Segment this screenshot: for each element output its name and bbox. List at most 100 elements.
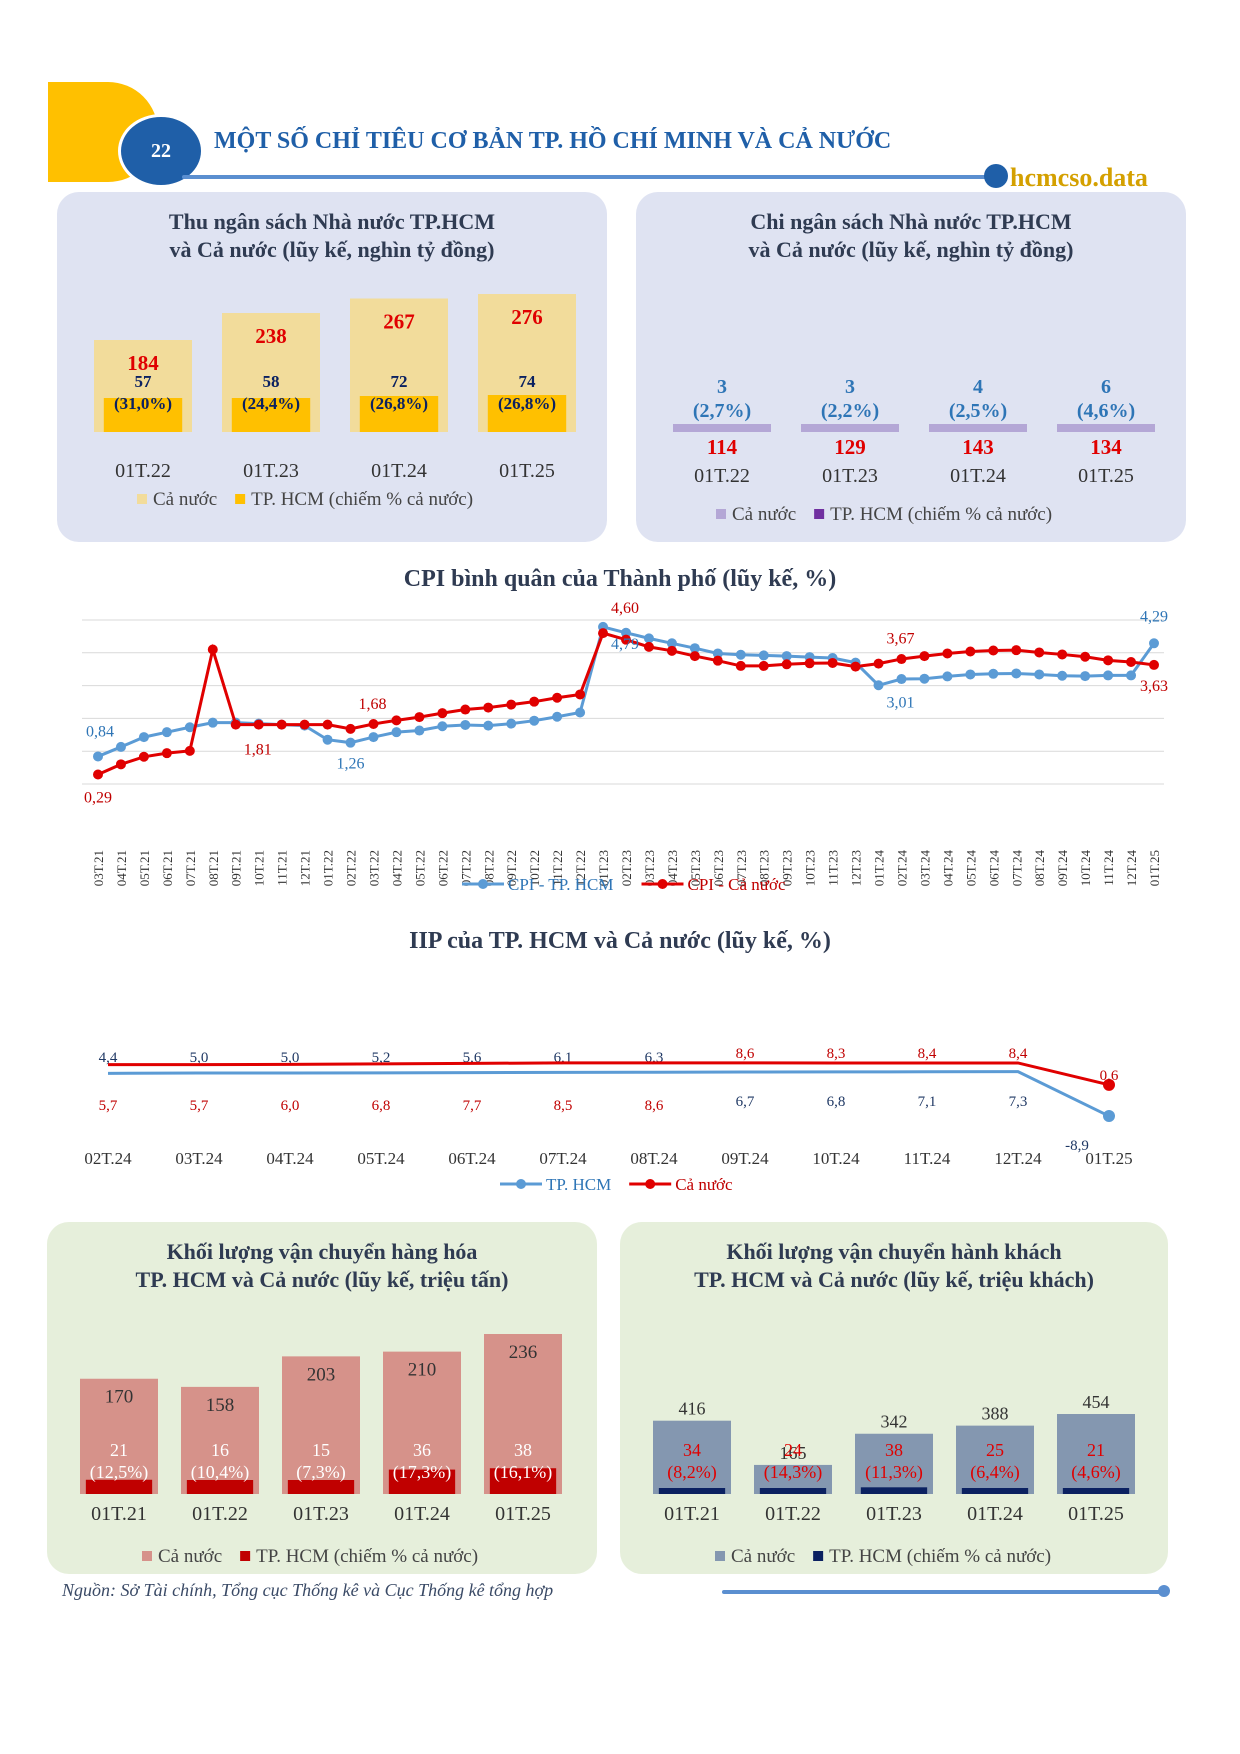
- x-tick-label: 08T.24: [1032, 850, 1047, 887]
- bar-total: [181, 1386, 259, 1494]
- x-tick-label: 10T.21: [252, 850, 267, 886]
- bar-hcm-label: 72: [391, 372, 408, 391]
- bar-hcm-label: 25: [986, 1440, 1004, 1460]
- header-rule-dot: [984, 164, 1008, 188]
- category-label: 01T.24: [950, 465, 1006, 487]
- x-tick-label: 07T.21: [183, 850, 198, 886]
- category-label: 01T.21: [664, 1503, 720, 1525]
- data-label: 1,68: [359, 696, 387, 713]
- bar-share-label: (14,3%): [764, 1462, 822, 1483]
- x-tick-label: 02T.23: [619, 850, 634, 886]
- bar-total-label: 388: [982, 1404, 1009, 1424]
- data-point: [437, 721, 448, 732]
- category-label: 01T.23: [866, 1503, 922, 1525]
- data-point: [184, 745, 195, 756]
- legend-swatch: [716, 509, 726, 519]
- data-point: [804, 658, 815, 669]
- data-point: [758, 650, 769, 661]
- x-tick-label: 05T.22: [412, 850, 427, 886]
- data-point: [712, 655, 723, 666]
- legend-label: CPI - TP. HCM: [508, 875, 614, 894]
- data-label: 1,26: [337, 756, 365, 773]
- bar-total-label: 238: [255, 324, 287, 348]
- bar-hcm: [103, 398, 183, 432]
- data-label: 8,3: [827, 1046, 846, 1062]
- data-point: [621, 627, 631, 638]
- data-point: [483, 720, 494, 731]
- bar-hcm-label: 58: [263, 372, 280, 391]
- bar-hcm-label: 36: [413, 1440, 431, 1460]
- bar-share-label: (12,5%): [90, 1462, 148, 1483]
- bar-hcm-label: 21: [110, 1440, 128, 1460]
- bar-share-label: (26,8%): [498, 394, 556, 413]
- data-point: [919, 651, 930, 662]
- data-point: [575, 707, 586, 718]
- bar-hcm: [673, 424, 771, 432]
- x-tick-label: 10T.24: [812, 1149, 860, 1168]
- data-label: 5,0: [190, 1050, 209, 1066]
- data-label: 3,67: [887, 631, 915, 648]
- legend-marker: [478, 879, 488, 889]
- revenue-panel: Thu ngân sách Nhà nước TP.HCM và Cả nước…: [57, 192, 607, 542]
- data-point: [827, 657, 838, 668]
- x-tick-label: 10T.23: [803, 850, 818, 886]
- data-point: [138, 732, 149, 743]
- data-point: [1057, 649, 1068, 660]
- data-point: [988, 645, 999, 656]
- category-label: 01T.25: [1078, 465, 1134, 487]
- bar-total: [653, 1420, 731, 1494]
- data-label: 6,7: [736, 1094, 755, 1110]
- data-point: [735, 649, 746, 660]
- data-point: [506, 699, 517, 710]
- data-point: [712, 648, 723, 659]
- bar-total-label: 276: [511, 305, 543, 329]
- page-number: 22: [151, 139, 171, 162]
- data-point: [1149, 659, 1159, 670]
- expenditure-chart-title: Chi ngân sách Nhà nước TP.HCM và Cả nước…: [748, 209, 1074, 262]
- data-point: [93, 769, 103, 780]
- x-tick-label: 12T.23: [849, 850, 864, 886]
- category-label: 01T.23: [243, 460, 299, 482]
- bar-hcm: [186, 1480, 254, 1494]
- x-tick-label: 09T.24: [1055, 850, 1070, 887]
- data-point: [1034, 647, 1045, 658]
- bar-hcm: [961, 1488, 1029, 1494]
- bar-total: [855, 1433, 933, 1494]
- category-label: 01T.24: [394, 1503, 450, 1525]
- data-point: [115, 759, 126, 770]
- x-tick-label: 09T.23: [780, 850, 795, 886]
- data-point: [230, 719, 241, 730]
- category-label: 01T.22: [192, 1503, 248, 1525]
- x-tick-label: 11T.22: [550, 850, 565, 886]
- data-point: [299, 719, 310, 730]
- iip-chart: 02T.24 03T.24 04T.24 05T.24 06T.24 07T.24 08T.…: [84, 1046, 1132, 1194]
- bar-total-label: 114: [707, 435, 738, 459]
- bar-share-label: (2,5%): [949, 400, 1007, 422]
- data-label: 0,84: [86, 723, 114, 740]
- x-tick-label: 06T.22: [435, 850, 450, 886]
- data-label: 6,8: [372, 1098, 391, 1114]
- data-label: 8,6: [736, 1046, 755, 1062]
- bar-hcm-label: 24: [784, 1440, 802, 1460]
- data-point: [919, 673, 930, 684]
- bar-share-label: (4,6%): [1071, 1462, 1120, 1483]
- bar-share-label: (6,4%): [970, 1462, 1019, 1483]
- data-point: [115, 741, 126, 752]
- category-label: 01T.22: [115, 460, 171, 482]
- x-tick-label: 06T.21: [160, 850, 175, 886]
- data-point: [758, 660, 769, 671]
- bar-total-label: 342: [881, 1412, 908, 1432]
- data-label: 6,0: [281, 1098, 300, 1114]
- data-point: [781, 651, 792, 662]
- data-point: [391, 715, 402, 726]
- data-label: 1,81: [244, 742, 272, 759]
- bar-total-label: 203: [307, 1364, 336, 1385]
- data-point: [161, 727, 172, 738]
- data-point: [345, 723, 356, 734]
- data-point: [460, 704, 471, 715]
- x-tick-label: 03T.22: [366, 850, 381, 886]
- bar-share-label: (8,2%): [667, 1462, 716, 1483]
- data-point: [1149, 638, 1159, 649]
- legend-swatch: [813, 1551, 824, 1561]
